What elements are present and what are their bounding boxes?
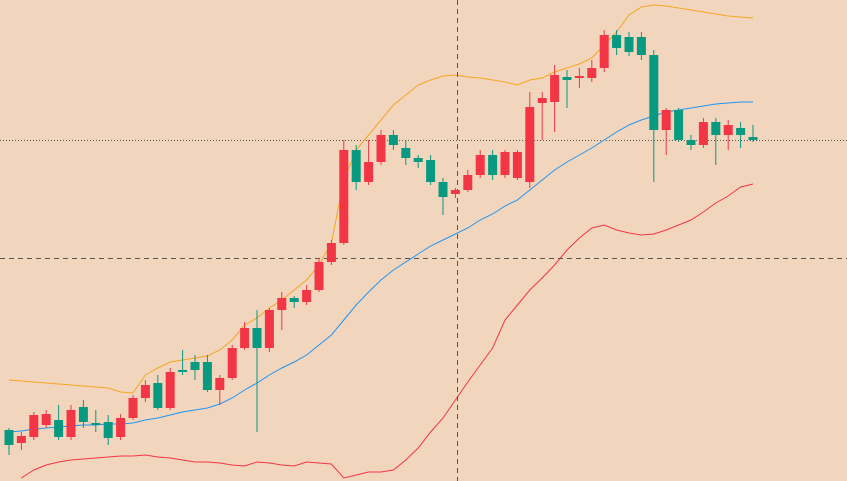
candle-body bbox=[624, 37, 634, 52]
candle-body bbox=[54, 420, 64, 437]
candle-body bbox=[587, 68, 597, 78]
candle-body bbox=[178, 370, 188, 372]
candle-body bbox=[16, 436, 26, 443]
candle-body bbox=[364, 162, 374, 182]
candle-body bbox=[202, 362, 212, 390]
candle-body bbox=[376, 135, 386, 162]
candle-body bbox=[41, 414, 51, 425]
candle-body bbox=[562, 77, 572, 80]
candle-body bbox=[339, 150, 349, 243]
candle-body bbox=[227, 348, 237, 378]
candle-body bbox=[723, 125, 733, 135]
candle-body bbox=[599, 35, 609, 68]
candle-body bbox=[711, 122, 721, 135]
band-line bbox=[8, 4, 754, 394]
band-line bbox=[21, 183, 754, 479]
candle-body bbox=[190, 362, 200, 370]
candle-body bbox=[78, 407, 88, 422]
candle-body bbox=[512, 152, 522, 178]
candle-body bbox=[574, 76, 584, 78]
candle-body bbox=[537, 98, 547, 103]
candle-body bbox=[450, 190, 460, 194]
candle-body bbox=[463, 175, 473, 190]
candle-body bbox=[66, 410, 76, 437]
candle-body bbox=[661, 110, 671, 130]
candle-body bbox=[748, 137, 758, 140]
candle-body bbox=[165, 372, 175, 408]
candle-body bbox=[649, 55, 659, 130]
candle-body bbox=[413, 158, 423, 162]
candle-body bbox=[153, 383, 163, 408]
candle-body bbox=[550, 75, 560, 102]
candle-body bbox=[500, 152, 510, 175]
candle-body bbox=[351, 150, 361, 182]
candle-body bbox=[698, 122, 708, 145]
candle-body bbox=[401, 148, 411, 158]
band-line bbox=[8, 101, 753, 433]
candle-body bbox=[4, 430, 14, 445]
candle-body bbox=[252, 328, 262, 348]
candle-body bbox=[215, 378, 225, 390]
candle-body bbox=[29, 415, 39, 437]
candle-body bbox=[736, 128, 746, 135]
candle-body bbox=[140, 385, 150, 398]
candle-body bbox=[438, 182, 448, 197]
candle-body bbox=[264, 310, 274, 348]
candle-body bbox=[302, 290, 312, 302]
candle-body bbox=[674, 110, 684, 140]
candle-body bbox=[636, 37, 646, 55]
candle-body bbox=[91, 423, 101, 425]
candle-body bbox=[326, 243, 336, 262]
candle-body bbox=[388, 135, 398, 145]
candle-body bbox=[488, 155, 498, 175]
candle-body bbox=[612, 35, 622, 48]
candle-body bbox=[426, 160, 436, 182]
candle-body bbox=[686, 140, 696, 145]
candle-body bbox=[116, 418, 126, 437]
candle-body bbox=[475, 155, 485, 175]
candle-body bbox=[103, 422, 113, 438]
candle-body bbox=[314, 262, 324, 290]
candle-body bbox=[128, 398, 138, 418]
candle-body bbox=[289, 298, 299, 302]
candle-body bbox=[277, 298, 287, 310]
candle-body bbox=[525, 107, 535, 182]
candle-body bbox=[240, 328, 250, 348]
